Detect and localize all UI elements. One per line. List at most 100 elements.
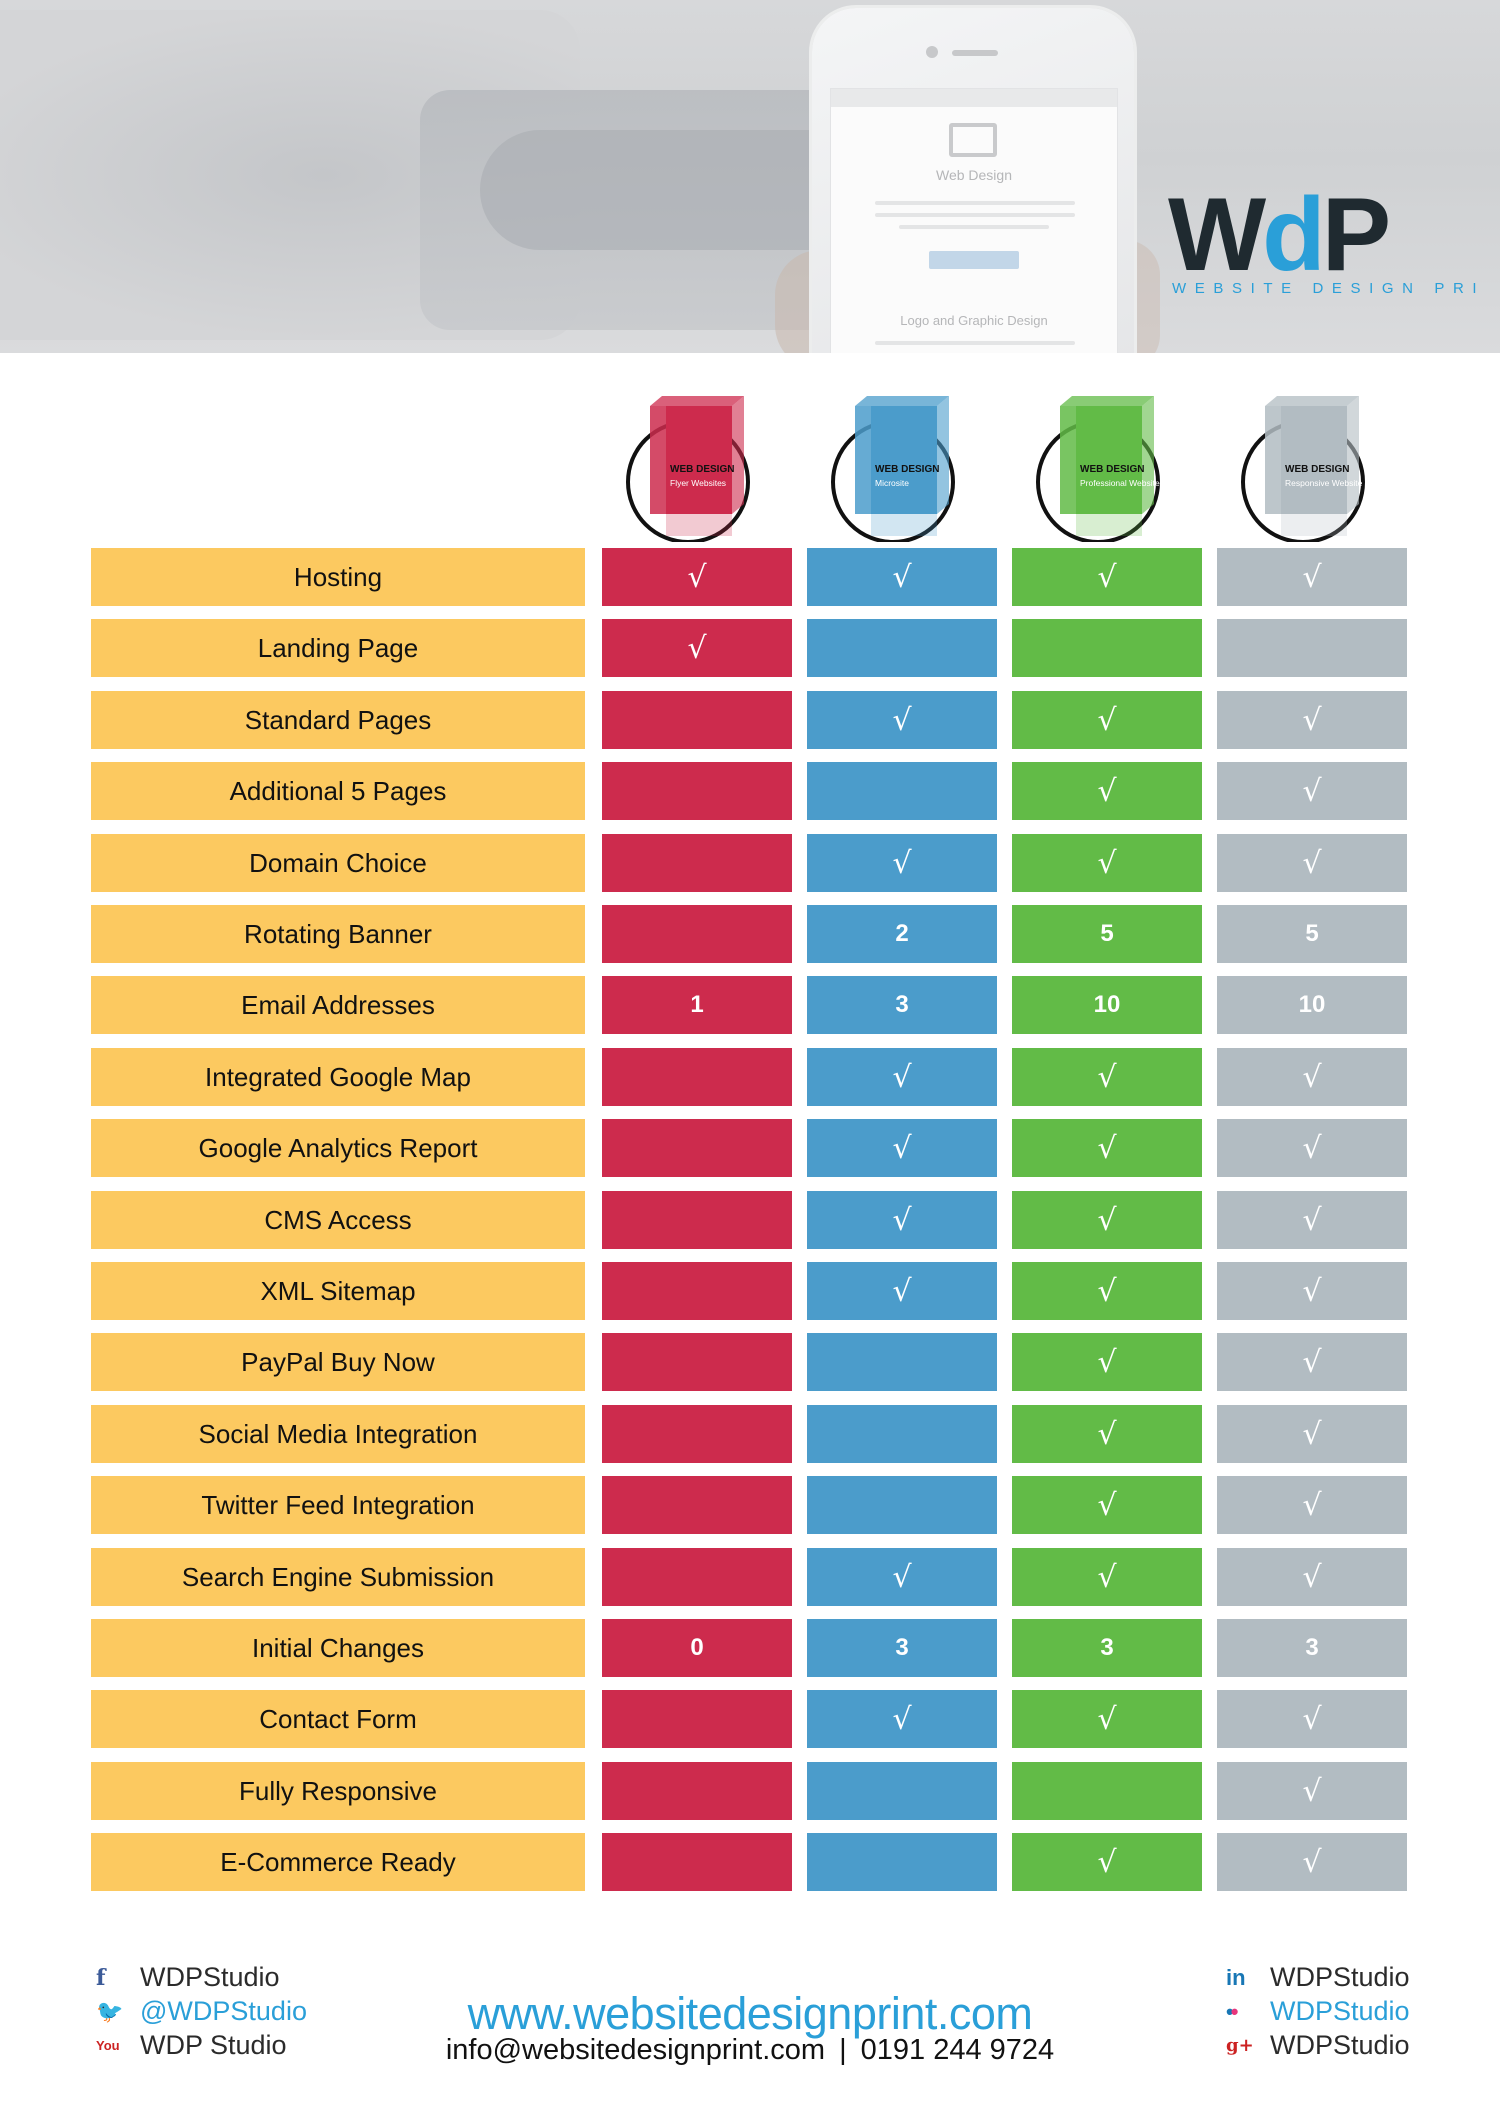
feature-label: Contact Form bbox=[91, 1690, 585, 1748]
table-row: Standard Pages √ √ √ bbox=[0, 691, 1500, 749]
table-cell: √ bbox=[1217, 1762, 1407, 1820]
tick-icon: √ bbox=[1097, 1487, 1117, 1523]
phone-screen-heading-2: Logo and Graphic Design bbox=[900, 313, 1048, 328]
table-cell bbox=[807, 1476, 997, 1534]
google-plus-icon: g+ bbox=[1226, 2035, 1254, 2056]
table-cell bbox=[1012, 1762, 1202, 1820]
phone-status-bar bbox=[831, 89, 1117, 107]
table-cell: √ bbox=[602, 619, 792, 677]
feature-label: Initial Changes bbox=[91, 1619, 585, 1677]
tick-icon: √ bbox=[1302, 1202, 1322, 1238]
social-link[interactable]: 🐦 @WDPStudio bbox=[96, 1996, 307, 2027]
table-cell: 1 bbox=[602, 976, 792, 1034]
table-cell: 2 bbox=[807, 905, 997, 963]
tick-icon: √ bbox=[1302, 1701, 1322, 1737]
flickr-icon: •• bbox=[1226, 1999, 1270, 2025]
table-cell: √ bbox=[1012, 691, 1202, 749]
table-cell bbox=[602, 905, 792, 963]
social-link[interactable]: You WDP Studio bbox=[96, 2030, 287, 2061]
tick-icon: √ bbox=[687, 559, 707, 595]
table-cell bbox=[602, 1333, 792, 1391]
table-cell: √ bbox=[1217, 1333, 1407, 1391]
table-cell: √ bbox=[1012, 1548, 1202, 1606]
social-label: WDPStudio bbox=[140, 1962, 280, 1992]
social-link[interactable]: •• WDPStudio bbox=[1226, 1996, 1410, 2027]
social-label: WDPStudio bbox=[1270, 2030, 1410, 2060]
package-box-subtitle: Microsite bbox=[875, 478, 909, 488]
social-link[interactable]: in WDPStudio bbox=[1226, 1962, 1410, 1993]
package-box-graphic: WEB DESIGN Professional Website bbox=[1036, 396, 1160, 544]
social-link[interactable]: g+ WDPStudio bbox=[1226, 2030, 1410, 2061]
package-box-subtitle: Flyer Websites bbox=[670, 478, 726, 488]
table-cell: √ bbox=[602, 548, 792, 606]
table-cell bbox=[602, 1048, 792, 1106]
phone-read-more-button bbox=[929, 251, 1019, 269]
monitor-icon bbox=[949, 123, 997, 157]
cell-value: 0 bbox=[690, 1634, 704, 1661]
tick-icon: √ bbox=[1097, 1844, 1117, 1880]
tick-icon: √ bbox=[1302, 1844, 1322, 1880]
table-cell: √ bbox=[1012, 1833, 1202, 1891]
phone-camera bbox=[926, 46, 938, 58]
phone-text-line bbox=[899, 225, 1049, 229]
package-box-subtitle: Professional Website bbox=[1080, 478, 1160, 488]
cell-value: 2 bbox=[895, 920, 909, 947]
package-box-3: WEB DESIGN Responsive Website bbox=[1235, 392, 1385, 544]
table-cell bbox=[602, 1762, 792, 1820]
table-row: PayPal Buy Now √ √ bbox=[0, 1333, 1500, 1391]
package-box-title: WEB DESIGN bbox=[875, 464, 939, 475]
table-row: E-Commerce Ready √ √ bbox=[0, 1833, 1500, 1891]
table-cell: 3 bbox=[1012, 1619, 1202, 1677]
feature-label: Fully Responsive bbox=[91, 1762, 585, 1820]
facebook-icon: f bbox=[96, 1964, 106, 1991]
email-link[interactable]: info@websitedesignprint.com bbox=[445, 2034, 826, 2066]
table-cell: √ bbox=[807, 1048, 997, 1106]
table-cell: √ bbox=[807, 1191, 997, 1249]
tick-icon: √ bbox=[1097, 559, 1117, 595]
social-link[interactable]: f WDPStudio bbox=[96, 1962, 280, 1993]
tick-icon: √ bbox=[892, 1559, 912, 1595]
table-cell bbox=[602, 1262, 792, 1320]
table-cell bbox=[807, 1762, 997, 1820]
table-row: Landing Page √ bbox=[0, 619, 1500, 677]
table-row: Domain Choice √ √ √ bbox=[0, 834, 1500, 892]
feature-label: PayPal Buy Now bbox=[91, 1333, 585, 1391]
table-cell bbox=[602, 1119, 792, 1177]
table-cell: √ bbox=[1217, 1476, 1407, 1534]
package-box-title: WEB DESIGN bbox=[1080, 464, 1144, 475]
table-cell: 3 bbox=[1217, 1619, 1407, 1677]
website-link[interactable]: www.websitedesignprint.com bbox=[467, 1988, 1033, 2039]
tick-icon: √ bbox=[892, 559, 912, 595]
tick-icon: √ bbox=[1302, 1416, 1322, 1452]
logo-tagline: WEBSITE DESIGN PRINT bbox=[1172, 280, 1478, 297]
social-label: WDPStudio bbox=[1270, 1996, 1410, 2026]
linkedin-icon: in bbox=[1226, 1964, 1246, 1990]
package-box-graphic: WEB DESIGN Microsite bbox=[831, 396, 955, 544]
table-row: Initial Changes 0 3 3 3 bbox=[0, 1619, 1500, 1677]
package-box-1: WEB DESIGN Microsite bbox=[825, 392, 975, 544]
table-row: CMS Access √ √ √ bbox=[0, 1191, 1500, 1249]
tick-icon: √ bbox=[1097, 1344, 1117, 1380]
package-box-subtitle: Responsive Website bbox=[1285, 478, 1363, 488]
cell-value: 10 bbox=[1093, 991, 1121, 1018]
table-cell bbox=[602, 834, 792, 892]
tick-icon: √ bbox=[1302, 1273, 1322, 1309]
feature-label: CMS Access bbox=[91, 1191, 585, 1249]
table-cell: √ bbox=[1012, 1405, 1202, 1463]
tick-icon: √ bbox=[1302, 1773, 1322, 1809]
phone-image: Web Design Logo and Graphic Design bbox=[812, 8, 1134, 353]
table-cell: 10 bbox=[1012, 976, 1202, 1034]
tick-icon: √ bbox=[1097, 1202, 1117, 1238]
table-cell bbox=[807, 1405, 997, 1463]
contact-line: info@websitedesignprint.com | 0191 244 972… bbox=[330, 2034, 1170, 2067]
tick-icon: √ bbox=[892, 1059, 912, 1095]
tick-icon: √ bbox=[892, 1701, 912, 1737]
feature-label: Email Addresses bbox=[91, 976, 585, 1034]
feature-label: Search Engine Submission bbox=[91, 1548, 585, 1606]
table-row: Social Media Integration √ √ bbox=[0, 1405, 1500, 1463]
package-box-title: WEB DESIGN bbox=[670, 464, 734, 475]
wdp-logo: WdP WEBSITE DESIGN PRINT bbox=[1168, 190, 1478, 297]
phone-number[interactable]: 0191 244 9724 bbox=[860, 2034, 1055, 2066]
table-row: Email Addresses 1 3 10 10 bbox=[0, 976, 1500, 1034]
table-row: Google Analytics Report √ √ √ bbox=[0, 1119, 1500, 1177]
